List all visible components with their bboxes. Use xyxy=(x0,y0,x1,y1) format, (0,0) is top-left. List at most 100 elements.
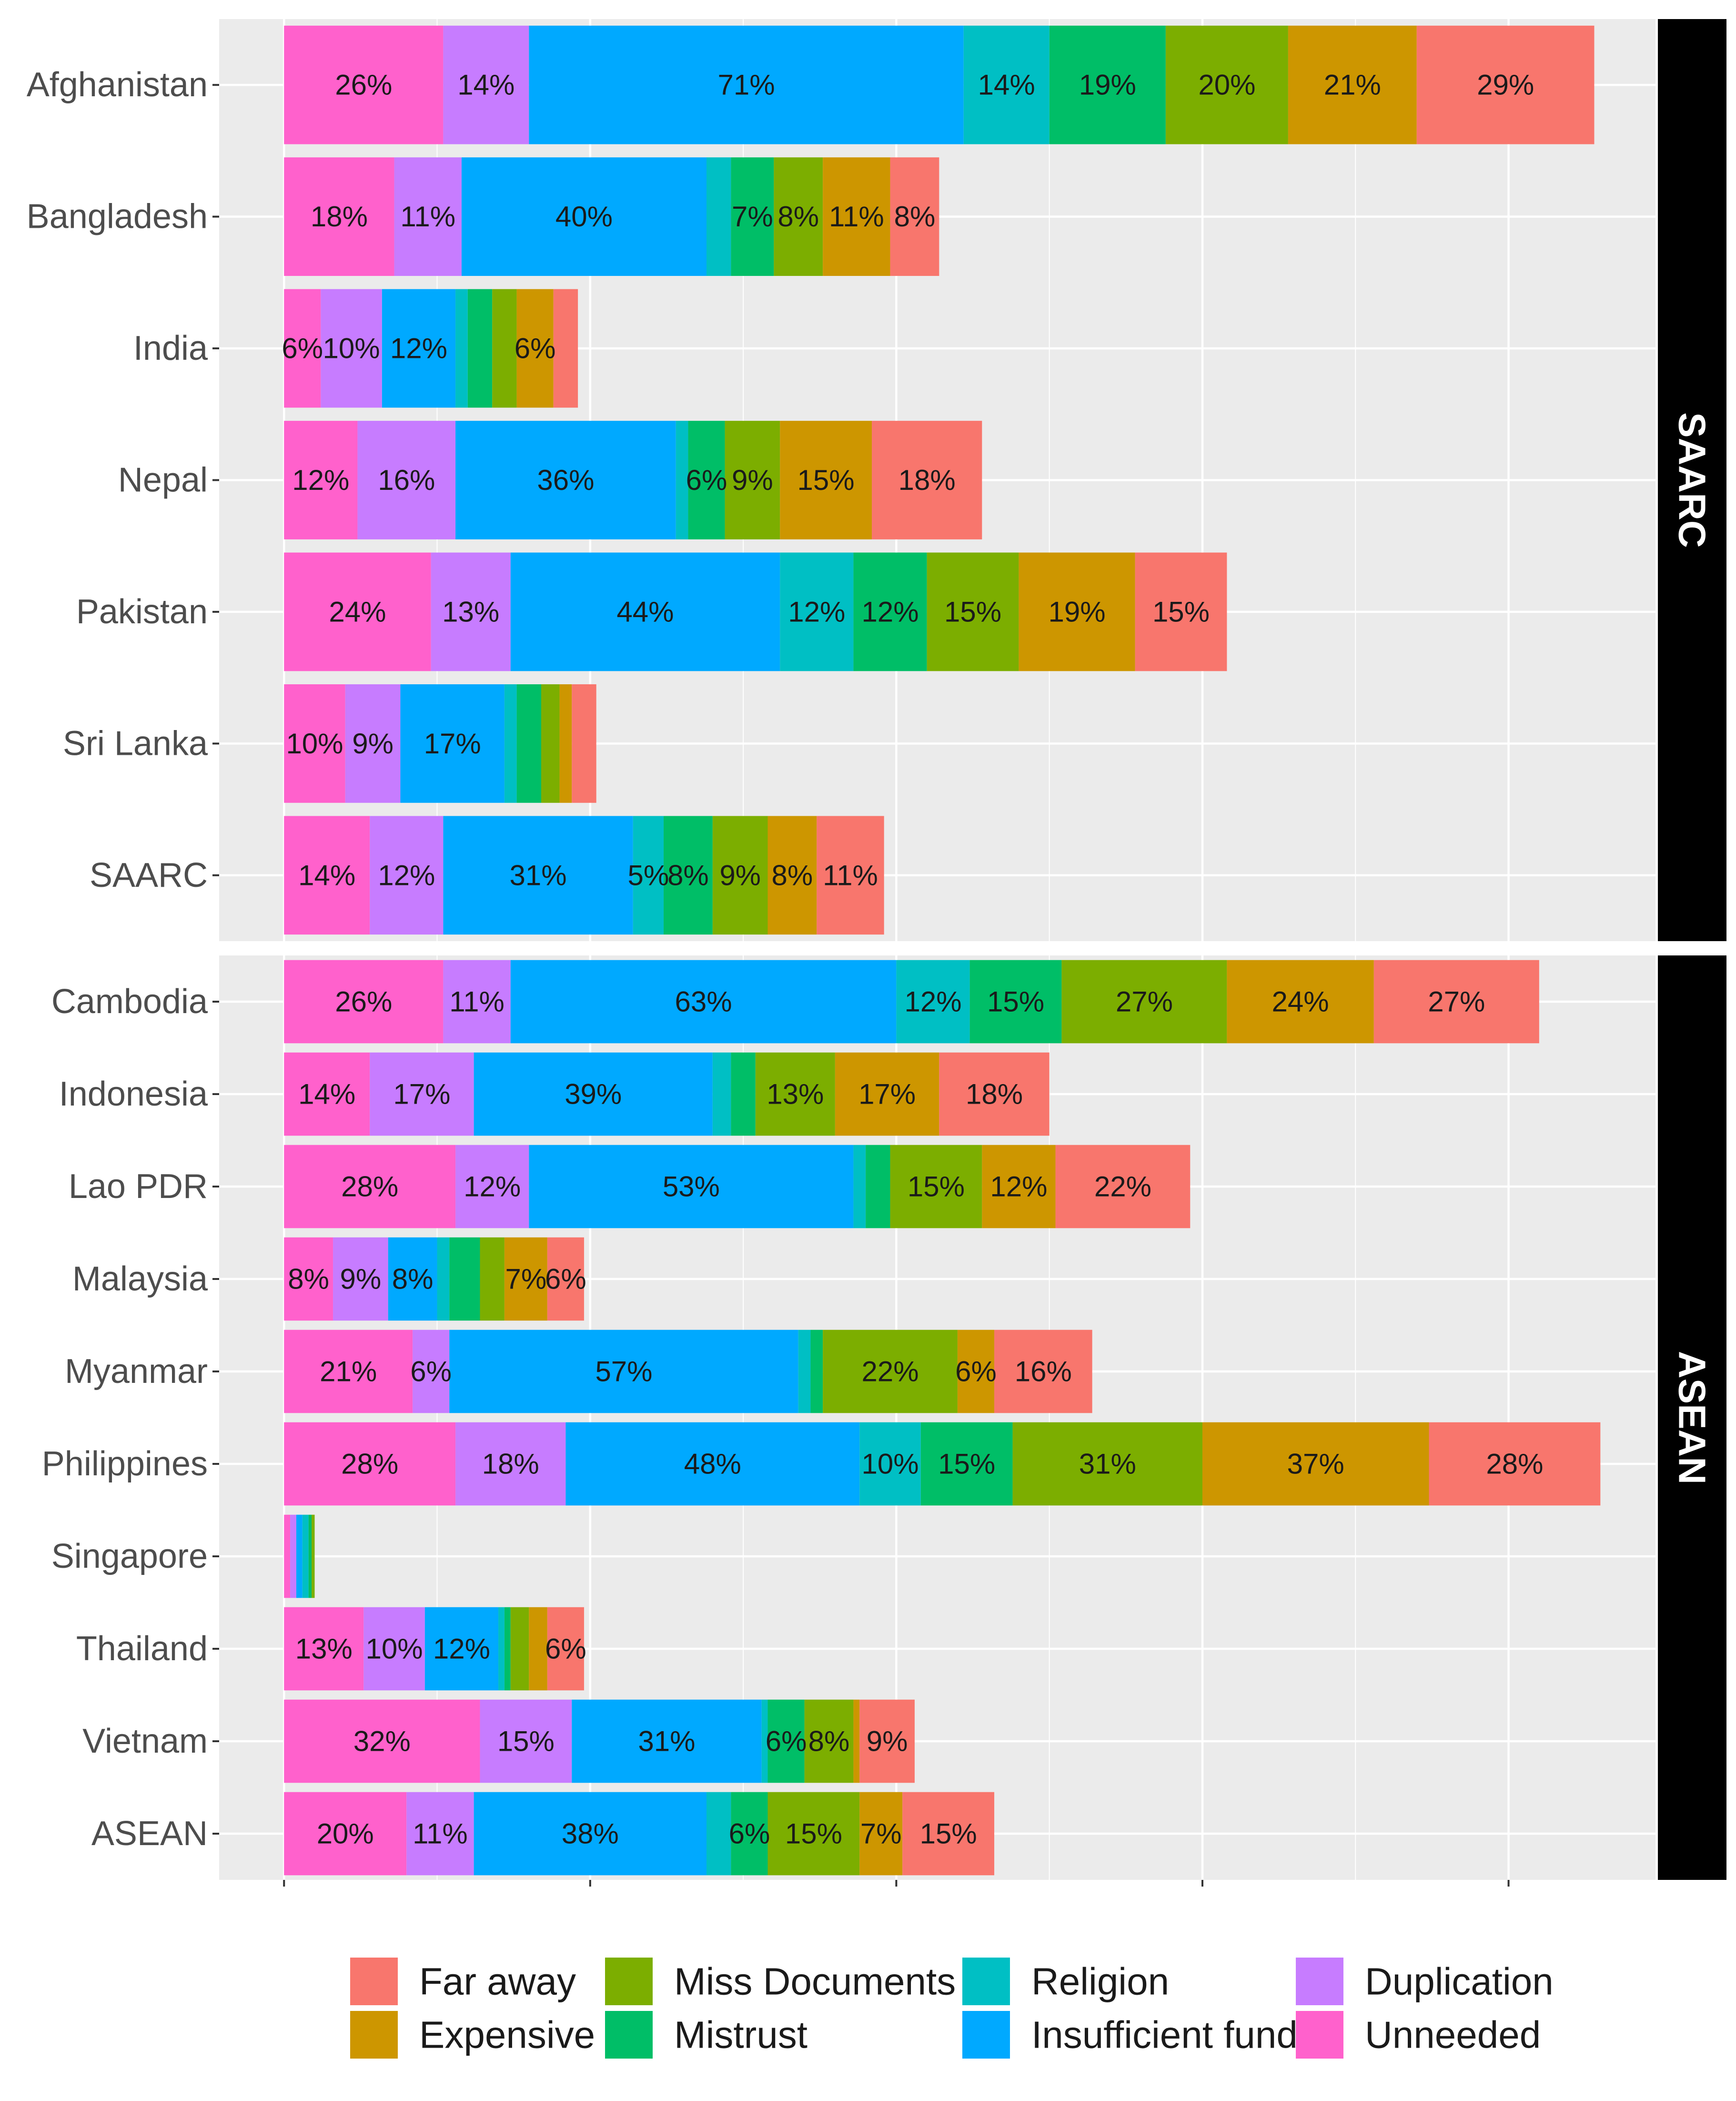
data-label-asean-mistrust: 6% xyxy=(729,1818,770,1850)
legend-label-unneeded: Unneeded xyxy=(1365,2014,1541,2056)
bar-segment-myanmar-far-away xyxy=(994,1330,1092,1413)
data-label-indonesia-insufficient-fund: 39% xyxy=(565,1078,622,1110)
data-label-pakistan-expensive: 19% xyxy=(1048,596,1105,628)
bar-segment-vietnam-miss-documents xyxy=(804,1699,854,1783)
data-label-indonesia-duplication: 17% xyxy=(393,1078,450,1110)
data-label-saarc-unneeded: 14% xyxy=(298,859,355,891)
data-label-indonesia-far-away: 18% xyxy=(966,1078,1023,1110)
bar-segment-nepal-mistrust xyxy=(688,421,725,539)
bar-segment-bangladesh-far-away xyxy=(890,157,939,276)
data-label-bangladesh-insufficient-fund: 40% xyxy=(555,201,613,233)
bar-segment-malaysia-insufficient-fund xyxy=(388,1237,437,1321)
legend-key-religion xyxy=(962,1958,1010,2005)
bar-segment-saarc-expensive xyxy=(767,816,817,935)
data-label-asean-insufficient-fund: 38% xyxy=(562,1818,619,1850)
bar-segment-sri-lanka-duplication xyxy=(345,684,401,803)
y-tick-label-vietnam: Vietnam xyxy=(82,1722,208,1760)
y-tick-label-myanmar: Myanmar xyxy=(65,1352,208,1391)
bar-segment-thailand-expensive xyxy=(529,1607,547,1691)
bar-segment-singapore-miss-documents xyxy=(312,1514,315,1598)
bar-segment-philippines-expensive xyxy=(1202,1422,1429,1506)
data-label-india-duplication: 10% xyxy=(323,333,380,365)
data-label-afghanistan-unneeded: 26% xyxy=(335,69,392,101)
data-label-sri-lanka-duplication: 9% xyxy=(352,728,394,760)
legend-label-far-away: Far away xyxy=(419,1960,576,2003)
bar-segment-saarc-duplication xyxy=(370,816,444,935)
data-label-cambodia-mistrust: 15% xyxy=(987,986,1044,1018)
data-label-bangladesh-expensive: 11% xyxy=(829,201,884,233)
bar-segment-cambodia-mistrust xyxy=(969,960,1062,1044)
data-label-thailand-insufficient-fund: 12% xyxy=(433,1633,490,1665)
bar-segment-india-far-away xyxy=(553,289,578,408)
data-label-thailand-duplication: 10% xyxy=(366,1633,423,1665)
data-label-bangladesh-duplication: 11% xyxy=(400,201,455,233)
bar-segment-lao-pdr-insufficient-fund xyxy=(529,1145,854,1228)
data-label-bangladesh-far-away: 8% xyxy=(894,201,936,233)
data-label-lao-pdr-expensive: 12% xyxy=(990,1171,1047,1203)
bar-segment-asean-mistrust xyxy=(731,1792,768,1876)
data-label-myanmar-insufficient-fund: 57% xyxy=(595,1356,652,1388)
bar-segment-lao-pdr-far-away xyxy=(1055,1145,1191,1228)
bar-segment-myanmar-miss-documents xyxy=(823,1330,958,1413)
data-label-lao-pdr-duplication: 12% xyxy=(464,1171,521,1203)
bar-segment-afghanistan-miss-documents xyxy=(1165,25,1288,144)
bar-segment-pakistan-miss-documents xyxy=(927,552,1019,671)
bar-segment-malaysia-unneeded xyxy=(284,1237,333,1321)
y-axis: Afghanistan Bangladesh India Nepal Pakistan S… xyxy=(27,66,1510,1887)
bar-segment-bangladesh-religion xyxy=(706,157,731,276)
data-label-philippines-far-away: 28% xyxy=(1486,1448,1543,1480)
data-label-saarc-mistrust: 8% xyxy=(667,859,709,891)
data-label-vietnam-insufficient-fund: 31% xyxy=(638,1725,695,1757)
bar-segment-indonesia-duplication xyxy=(370,1052,474,1136)
bar-segment-asean-religion xyxy=(706,1792,731,1876)
legend-label-miss-documents: Miss Documents xyxy=(674,1960,956,2003)
data-label-philippines-duplication: 18% xyxy=(482,1448,539,1480)
data-label-thailand-far-away: 6% xyxy=(545,1633,586,1665)
bar-segment-nepal-duplication xyxy=(357,421,456,539)
bar-segment-thailand-miss-documents xyxy=(510,1607,529,1691)
data-label-india-insufficient-fund: 12% xyxy=(390,333,447,365)
bar-segment-nepal-miss-documents xyxy=(725,421,780,539)
data-label-myanmar-far-away: 16% xyxy=(1015,1356,1072,1388)
data-label-pakistan-religion: 12% xyxy=(788,596,845,628)
data-label-nepal-expensive: 15% xyxy=(797,464,855,496)
bar-segment-cambodia-insufficient-fund xyxy=(510,960,897,1044)
bar-segment-thailand-duplication xyxy=(363,1607,425,1691)
bar-segment-myanmar-duplication xyxy=(413,1330,450,1413)
data-label-pakistan-duplication: 13% xyxy=(442,596,499,628)
bar-segment-afghanistan-insufficient-fund xyxy=(529,25,964,144)
data-label-philippines-religion: 10% xyxy=(861,1448,918,1480)
bar-segment-lao-pdr-expensive xyxy=(982,1145,1056,1228)
data-label-saarc-duplication: 12% xyxy=(378,859,435,891)
data-label-saarc-religion: 5% xyxy=(628,859,669,891)
bar-segment-myanmar-unneeded xyxy=(284,1330,413,1413)
bar-segment-saarc-far-away xyxy=(817,816,884,935)
y-tick-label-sri-lanka: Sri Lanka xyxy=(63,724,208,762)
bar-segment-malaysia-expensive xyxy=(504,1237,547,1321)
legend-key-unneeded xyxy=(1296,2011,1343,2059)
bar-segment-singapore-unneeded xyxy=(284,1514,291,1598)
data-label-pakistan-insufficient-fund: 44% xyxy=(616,596,674,628)
data-label-india-unneeded: 6% xyxy=(282,333,323,365)
data-label-myanmar-miss-documents: 22% xyxy=(861,1356,918,1388)
bar-segment-singapore-mistrust xyxy=(308,1514,312,1598)
bar-segment-lao-pdr-unneeded xyxy=(284,1145,456,1228)
bar-segment-indonesia-unneeded xyxy=(284,1052,370,1136)
bar-segment-nepal-religion xyxy=(676,421,688,539)
data-label-asean-unneeded: 20% xyxy=(317,1818,374,1850)
data-label-afghanistan-religion: 14% xyxy=(978,69,1035,101)
data-label-malaysia-duplication: 9% xyxy=(340,1263,382,1295)
bar-segment-myanmar-insufficient-fund xyxy=(449,1330,798,1413)
bar-segment-cambodia-unneeded xyxy=(284,960,444,1044)
bar-segment-sri-lanka-religion xyxy=(504,684,517,803)
bar-segment-thailand-far-away xyxy=(547,1607,584,1691)
bar-segment-lao-pdr-duplication xyxy=(455,1145,529,1228)
bar-segment-myanmar-mistrust xyxy=(810,1330,823,1413)
bar-segment-sri-lanka-expensive xyxy=(559,684,572,803)
data-label-vietnam-far-away: 9% xyxy=(867,1725,908,1757)
data-label-vietnam-unneeded: 32% xyxy=(353,1725,411,1757)
bar-segment-myanmar-religion xyxy=(798,1330,811,1413)
bar-segment-philippines-duplication xyxy=(455,1422,566,1506)
y-tick-label-saarc: SAARC xyxy=(90,856,208,894)
data-label-pakistan-mistrust: 12% xyxy=(861,596,918,628)
